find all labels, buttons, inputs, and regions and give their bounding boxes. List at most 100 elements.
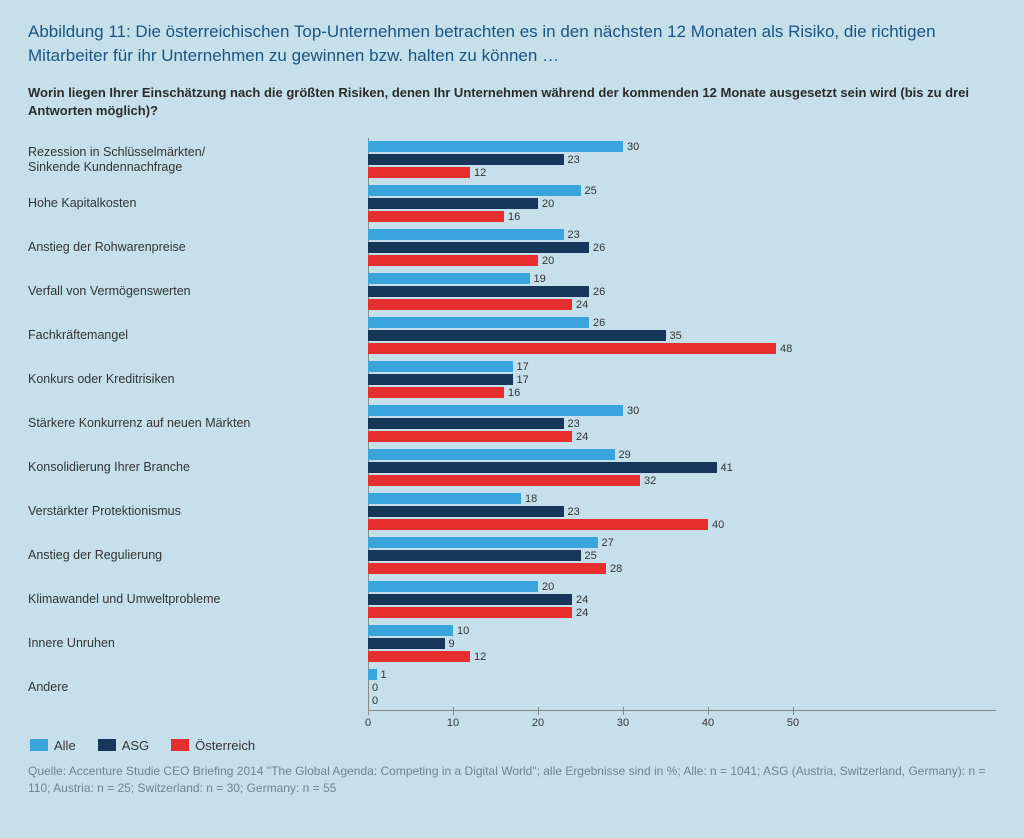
category-label: Anstieg der Regulierung — [28, 534, 368, 578]
bar-value-label: 17 — [517, 374, 529, 386]
bar-row: 25 — [368, 550, 996, 562]
bar-row: 24 — [368, 299, 996, 311]
legend-item-alle: Alle — [30, 738, 76, 753]
category-label: Rezession in Schlüsselmärkten/Sinkende K… — [28, 138, 368, 182]
bar-row: 18 — [368, 493, 996, 505]
bar-asg — [368, 638, 445, 649]
bar-row: 17 — [368, 361, 996, 373]
bar-value-label: 28 — [610, 563, 622, 575]
bar-row: 23 — [368, 154, 996, 166]
bar-row: 17 — [368, 374, 996, 386]
bar-group: 100 — [368, 666, 996, 710]
bar-asg — [368, 594, 572, 605]
bar-asg — [368, 198, 538, 209]
x-axis-tick — [538, 707, 539, 715]
legend-item-asg: ASG — [98, 738, 149, 753]
bar-value-label: 12 — [474, 167, 486, 179]
bar-row: 29 — [368, 449, 996, 461]
bar-group: 30 2324 — [368, 402, 996, 446]
bar-row: 30 — [368, 141, 996, 153]
bar-row: 35 — [368, 330, 996, 342]
bar-group: 20 2424 — [368, 578, 996, 622]
category-label: Verfall von Vermögenswerten — [28, 270, 368, 314]
bar-value-label: 32 — [644, 475, 656, 487]
bar-asg — [368, 506, 564, 517]
bar-oesterreich — [368, 563, 606, 574]
category-label: Konsolidierung Ihrer Branche — [28, 446, 368, 490]
bar-value-label: 30 — [627, 405, 639, 417]
bar-value-label: 25 — [585, 550, 597, 562]
bar-value-label: 17 — [517, 361, 529, 373]
bar-row: 0 — [368, 695, 996, 707]
bar-value-label: 19 — [534, 273, 546, 285]
bar-value-label: 26 — [593, 286, 605, 298]
bar-row: 9 — [368, 638, 996, 650]
bar-group: 232620 — [368, 226, 996, 270]
bar-value-label: 0 — [372, 695, 378, 707]
bar-alle — [368, 317, 589, 328]
x-axis-tick-label: 30 — [617, 717, 629, 729]
legend: Alle ASG Österreich — [28, 738, 996, 753]
category-label: Hohe Kapitalkosten — [28, 182, 368, 226]
bar-group: 263548 — [368, 314, 996, 358]
bar-value-label: 27 — [602, 537, 614, 549]
bar-group: 252016 — [368, 182, 996, 226]
bar-alle — [368, 581, 538, 592]
category-label: Anstieg der Rohwarenpreise — [28, 226, 368, 270]
category-label: Konkurs oder Kreditrisiken — [28, 358, 368, 402]
bar-row: 32 — [368, 475, 996, 487]
bar-value-label: 24 — [576, 607, 588, 619]
bar-group: 171716 — [368, 358, 996, 402]
x-axis-tick — [453, 707, 454, 715]
bar-group: 294132 — [368, 446, 996, 490]
bar-row: 23 — [368, 418, 996, 430]
x-axis-tick — [368, 707, 369, 715]
bar-value-label: 23 — [568, 154, 580, 166]
category-label: Verstärkter Protektionismus — [28, 490, 368, 534]
bar-alle — [368, 405, 623, 416]
bar-value-label: 12 — [474, 651, 486, 663]
bar-value-label: 35 — [670, 330, 682, 342]
x-axis-tick-label: 10 — [447, 717, 459, 729]
category-label: Andere — [28, 666, 368, 710]
bar-row: 26 — [368, 242, 996, 254]
bar-alle — [368, 449, 615, 460]
bar-alle — [368, 273, 530, 284]
bar-value-label: 10 — [457, 625, 469, 637]
bar-row: 25 — [368, 185, 996, 197]
bar-value-label: 18 — [525, 493, 537, 505]
x-axis-tick-label: 50 — [787, 717, 799, 729]
bar-value-label: 24 — [576, 431, 588, 443]
bar-row: 23 — [368, 506, 996, 518]
x-axis-tick-label: 20 — [532, 717, 544, 729]
bar-value-label: 20 — [542, 255, 554, 267]
bar-asg — [368, 550, 581, 561]
legend-label: Österreich — [195, 738, 255, 753]
bar-oesterreich — [368, 387, 504, 398]
x-axis: 0 10 20 30 40 50 — [368, 710, 996, 732]
category-label: Klimawandel und Umweltprobleme — [28, 578, 368, 622]
bars-column: 3023122520162326201926242635481717163023… — [368, 138, 996, 732]
bar-value-label: 20 — [542, 581, 554, 593]
bar-row: 12 — [368, 167, 996, 179]
x-axis-tick — [793, 707, 794, 715]
chart-area: Rezession in Schlüsselmärkten/Sinkende K… — [28, 138, 996, 732]
legend-swatch — [171, 739, 189, 751]
bar-row: 24 — [368, 594, 996, 606]
source-text: Quelle: Accenture Studie CEO Briefing 20… — [28, 763, 996, 798]
bar-row: 48 — [368, 343, 996, 355]
bar-row: 27 — [368, 537, 996, 549]
bar-value-label: 25 — [585, 185, 597, 197]
x-axis-tick-label: 0 — [365, 717, 371, 729]
bar-value-label: 24 — [576, 594, 588, 606]
bar-oesterreich — [368, 519, 708, 530]
category-label: Stärkere Konkurrenz auf neuen Märkten — [28, 402, 368, 446]
bar-value-label: 23 — [568, 229, 580, 241]
bar-value-label: 24 — [576, 299, 588, 311]
x-axis-tick-label: 40 — [702, 717, 714, 729]
bar-value-label: 23 — [568, 418, 580, 430]
legend-label: ASG — [122, 738, 149, 753]
bar-oesterreich — [368, 299, 572, 310]
bar-row: 16 — [368, 211, 996, 223]
bar-value-label: 1 — [381, 669, 387, 681]
